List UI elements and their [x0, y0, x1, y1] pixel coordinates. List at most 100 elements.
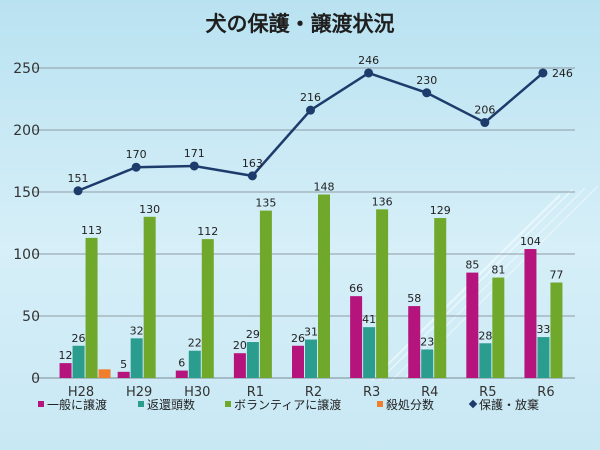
x-tick-label: H29: [126, 385, 152, 400]
bar: [524, 249, 537, 378]
legend-label: 一般に譲渡: [47, 397, 107, 412]
bar-value-label: 129: [430, 204, 451, 217]
line-value-label: 246: [358, 54, 379, 67]
bar: [492, 277, 505, 378]
bar-value-label: 130: [139, 203, 160, 216]
y-tick-label: 150: [13, 185, 40, 201]
y-tick-label: 50: [22, 309, 40, 325]
line-point: [364, 68, 374, 78]
bar: [233, 353, 246, 378]
x-tick-label: R6: [537, 385, 554, 400]
line-point: [189, 161, 199, 171]
legend-label: 殺処分数: [386, 397, 434, 412]
bar: [550, 282, 563, 378]
x-tick-label: R4: [421, 385, 438, 400]
x-tick-label: R3: [363, 385, 380, 400]
y-tick-label: 0: [31, 371, 40, 387]
legend-label: ボランティアに譲渡: [234, 397, 341, 412]
bar-value-label: 136: [372, 195, 393, 208]
line-point: [422, 88, 432, 98]
line-point: [131, 162, 141, 172]
x-tick-label: R1: [247, 385, 264, 400]
bar: [201, 239, 214, 378]
bar-value-label: 148: [314, 180, 335, 193]
bar: [117, 371, 130, 378]
line-point: [73, 186, 83, 196]
bar-value-label: 32: [130, 324, 144, 337]
bar-value-label: 81: [491, 264, 505, 277]
x-tick-label: H28: [68, 385, 94, 400]
legend-label: 保護・放棄: [479, 397, 539, 412]
bar-value-label: 41: [362, 313, 376, 326]
bar-value-label: 5: [120, 358, 127, 371]
bar: [130, 338, 143, 378]
line-value-label: 230: [416, 74, 437, 87]
legend-marker: [468, 399, 478, 409]
bar-value-label: 26: [72, 332, 86, 345]
bar: [143, 216, 156, 378]
line-value-label: 246: [552, 67, 573, 80]
line-value-label: 206: [474, 104, 495, 117]
line-point: [247, 171, 257, 181]
bar: [537, 337, 550, 378]
bar: [246, 342, 259, 378]
y-axis-ticks: 0 50 100 150 200 250: [13, 61, 40, 387]
bar-value-label: 113: [81, 224, 102, 237]
legend-swatch: [138, 401, 144, 407]
line-value-label: 216: [300, 91, 321, 104]
bar: [72, 345, 85, 378]
bar: [376, 209, 389, 378]
legend: 一般に譲渡 返還頭数 ボランティアに譲渡 殺処分数 保護・放棄: [38, 397, 539, 412]
bar-value-label: 33: [536, 323, 550, 336]
x-tick-label: R5: [479, 385, 496, 400]
bar-value-label: 12: [59, 349, 73, 362]
legend-swatch: [38, 401, 44, 407]
bar-value-label: 31: [304, 326, 318, 339]
bar: [175, 370, 188, 378]
bar: [466, 272, 479, 378]
bar: [350, 296, 363, 378]
bar-value-label: 66: [349, 282, 363, 295]
bar-value-label: 77: [549, 269, 563, 282]
chart-title: 犬の保護・譲渡状況: [206, 12, 395, 36]
bar-value-label: 28: [478, 329, 492, 342]
x-tick-label: H30: [184, 385, 210, 400]
bar: [259, 210, 272, 378]
bar: [434, 218, 447, 378]
bar-value-label: 23: [420, 335, 434, 348]
y-tick-label: 200: [13, 123, 40, 139]
bar: [85, 237, 98, 378]
bar-value-label: 20: [233, 339, 247, 352]
bar-value-label: 26: [291, 332, 305, 345]
bar: [408, 306, 421, 378]
bar: [188, 350, 201, 378]
y-tick-label: 100: [13, 247, 40, 263]
legend-swatch: [225, 401, 231, 407]
line-value-label: 163: [242, 157, 263, 170]
line-point: [538, 68, 548, 78]
bar: [59, 363, 72, 378]
legend-swatch: [377, 401, 383, 407]
x-axis-ticks: H28 H29 H30 R1 R2 R3 R4 R5 R6: [68, 385, 555, 400]
bar-value-label: 85: [465, 259, 479, 272]
y-tick-label: 250: [13, 61, 40, 77]
line-value-label: 151: [68, 172, 89, 185]
bar-value-label: 104: [520, 235, 541, 248]
bar: [479, 343, 492, 378]
x-tick-label: R2: [305, 385, 322, 400]
bar: [363, 327, 376, 378]
line-series: 151 170 171 163 216 246 230 206 246: [68, 54, 573, 196]
bar-value-label: 135: [255, 197, 276, 210]
bar: [305, 339, 317, 378]
line-point: [306, 105, 315, 115]
line-value-label: 170: [126, 148, 147, 161]
bar: [421, 349, 434, 378]
bar-series: [59, 194, 563, 378]
line-point: [480, 118, 490, 128]
legend-label: 返還頭数: [147, 397, 195, 412]
bar-value-label: 58: [407, 292, 421, 305]
bar: [318, 194, 330, 378]
